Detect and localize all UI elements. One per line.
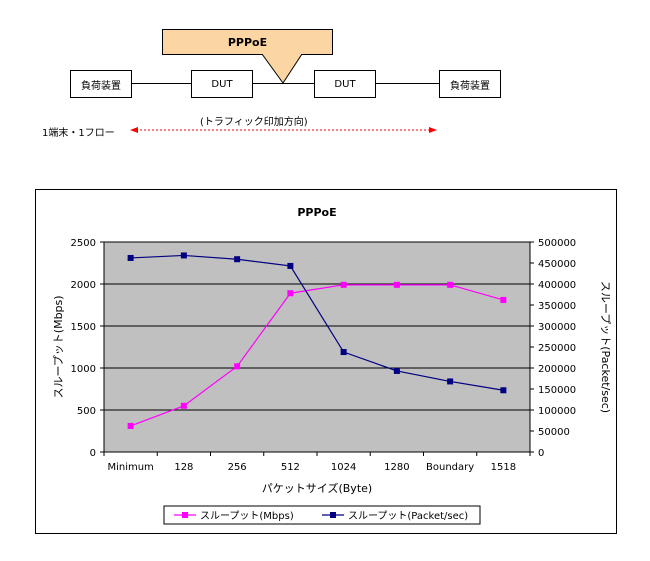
y-tick-label: 1500 [71, 322, 96, 333]
callout-tail-cover [263, 53, 301, 55]
data-point [287, 290, 294, 297]
y2-tick-label: 0 [538, 448, 544, 459]
callout-label: PPPoE [227, 35, 268, 49]
legend-label: スループット(Mbps) [200, 510, 294, 522]
connection-line-left [131, 83, 191, 84]
x-tick-label: 1518 [491, 462, 516, 473]
x-tick-label: Boundary [426, 462, 474, 473]
traffic-direction-arrow [130, 127, 437, 133]
chart-frame: 0 500 1000 1500 2000 2500 0 50000 100000 150000 20… [35, 189, 617, 534]
x-tick-label: Minimum [107, 462, 153, 473]
y-tick-label: 0 [90, 448, 96, 459]
pppoe-callout: PPPoE [162, 29, 333, 55]
data-point [393, 281, 400, 288]
y2-tick-label: 150000 [538, 385, 576, 396]
data-point [393, 367, 400, 374]
y2-tick-label: 350000 [538, 301, 576, 312]
y-tick-label: 1000 [71, 364, 96, 375]
y2-tick-label: 400000 [538, 280, 576, 291]
throughput-chart: 0 500 1000 1500 2000 2500 0 50000 100000 150000 20… [52, 206, 612, 525]
data-point [500, 296, 507, 303]
data-point [340, 281, 347, 288]
connection-line-right [375, 83, 440, 84]
y2-tick-label: 50000 [538, 427, 570, 438]
y-tick-label: 2000 [71, 280, 96, 291]
y2-tick-label: 250000 [538, 343, 576, 354]
series-line [130, 284, 504, 427]
load-device-right: 負荷装置 [439, 70, 501, 98]
x-tick-label: 1024 [331, 462, 356, 473]
series-line [130, 254, 504, 391]
y2-axis-label: スループット(Packet/sec) [599, 281, 612, 413]
legend-swatch-marker [182, 512, 188, 518]
y2-tick-label: 450000 [538, 259, 576, 270]
flow-label: 1端末・1フロー [42, 128, 115, 139]
data-point [234, 363, 241, 370]
dut-left: DUT [191, 70, 253, 98]
data-point [127, 254, 134, 261]
x-tick-label: 512 [281, 462, 300, 473]
y-tick-label: 2500 [71, 238, 96, 249]
data-point [447, 378, 454, 385]
data-point [340, 349, 347, 356]
dut-right: DUT [314, 70, 376, 98]
x-tick-label: 256 [228, 462, 247, 473]
y-tick-label: 500 [77, 406, 96, 417]
y2-tick-label: 100000 [538, 406, 576, 417]
data-point [127, 422, 134, 429]
x-tick-label: 1280 [384, 462, 409, 473]
data-point [180, 252, 187, 259]
data-point [500, 387, 507, 394]
data-point [287, 262, 294, 269]
y2-tick-label: 500000 [538, 238, 576, 249]
load-device-left: 負荷装置 [70, 70, 132, 98]
y2-tick-label: 200000 [538, 364, 576, 375]
data-point [180, 402, 187, 409]
direction-label: (トラフィック印加方向) [200, 117, 308, 128]
chart-title: PPPoE [297, 206, 336, 219]
y-axis-label: スループット(Mbps) [52, 295, 65, 398]
legend-swatch-marker [330, 512, 336, 518]
data-point [447, 281, 454, 288]
y2-tick-label: 300000 [538, 322, 576, 333]
x-axis-label: パケットサイズ(Byte) [262, 481, 372, 495]
data-point [234, 256, 241, 263]
x-tick-label: 128 [174, 462, 193, 473]
plot-area [103, 241, 531, 453]
legend-label: スループット(Packet/sec) [348, 510, 468, 522]
